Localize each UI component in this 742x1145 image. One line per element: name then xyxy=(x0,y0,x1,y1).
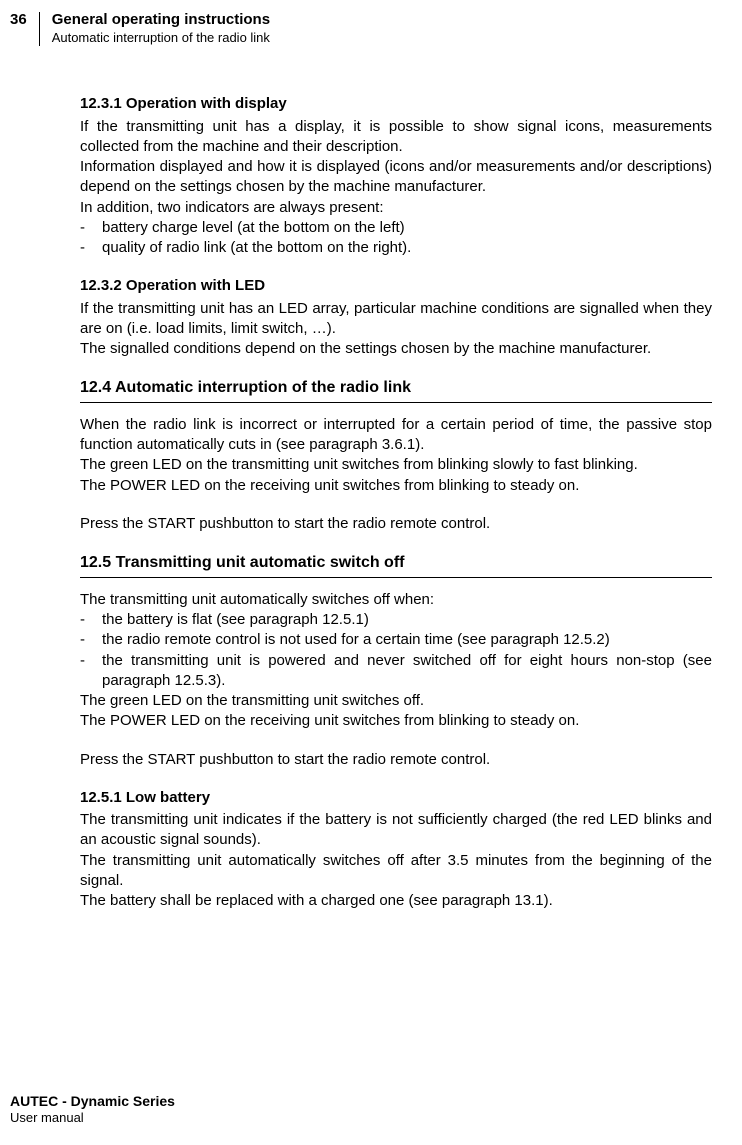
header-text: General operating instructions Automatic… xyxy=(40,10,270,46)
paragraph: The transmitting unit automatically swit… xyxy=(80,590,712,610)
list-text: the transmitting unit is powered and nev… xyxy=(102,651,712,692)
page-header: 36 General operating instructions Automa… xyxy=(0,0,742,54)
paragraph: The transmitting unit automatically swit… xyxy=(80,851,712,892)
paragraph: The green LED on the transmitting unit s… xyxy=(80,455,712,475)
list-bullet: - xyxy=(80,238,102,258)
footer-subtitle: User manual xyxy=(10,1110,175,1127)
list-item: - the radio remote control is not used f… xyxy=(80,630,712,650)
list-text: quality of radio link (at the bottom on … xyxy=(102,238,712,258)
paragraph: The green LED on the transmitting unit s… xyxy=(80,691,712,711)
paragraph: If the transmitting unit has an LED arra… xyxy=(80,299,712,340)
paragraph: The POWER LED on the receiving unit swit… xyxy=(80,476,712,496)
paragraph: The transmitting unit indicates if the b… xyxy=(80,810,712,851)
page-number: 36 xyxy=(0,10,39,30)
list-text: the battery is flat (see paragraph 12.5.… xyxy=(102,610,712,630)
list-item: - battery charge level (at the bottom on… xyxy=(80,218,712,238)
header-subtitle: Automatic interruption of the radio link xyxy=(52,30,270,47)
subsection-heading: 12.5.1 Low battery xyxy=(80,788,712,808)
paragraph: Press the START pushbutton to start the … xyxy=(80,514,712,534)
list-text: battery charge level (at the bottom on t… xyxy=(102,218,712,238)
paragraph: Press the START pushbutton to start the … xyxy=(80,750,712,770)
list-bullet: - xyxy=(80,610,102,630)
list-item: - the battery is flat (see paragraph 12.… xyxy=(80,610,712,630)
list-item: - the transmitting unit is powered and n… xyxy=(80,651,712,692)
section-12-3-1: 12.3.1 Operation with display If the tra… xyxy=(80,94,712,258)
list-item: - quality of radio link (at the bottom o… xyxy=(80,238,712,258)
header-title: General operating instructions xyxy=(52,10,270,30)
subsection-heading: 12.3.2 Operation with LED xyxy=(80,276,712,296)
paragraph: The battery shall be replaced with a cha… xyxy=(80,891,712,911)
list-bullet: - xyxy=(80,218,102,238)
document-content: 12.3.1 Operation with display If the tra… xyxy=(0,54,742,911)
list-text: the radio remote control is not used for… xyxy=(102,630,712,650)
paragraph: When the radio link is incorrect or inte… xyxy=(80,415,712,456)
paragraph: If the transmitting unit has a display, … xyxy=(80,117,712,158)
page-footer: AUTEC - Dynamic Series User manual xyxy=(10,1092,175,1127)
subsection-heading: 12.3.1 Operation with display xyxy=(80,94,712,114)
list-bullet: - xyxy=(80,630,102,650)
paragraph: In addition, two indicators are always p… xyxy=(80,198,712,218)
paragraph: The signalled conditions depend on the s… xyxy=(80,339,712,359)
section-12-3-2: 12.3.2 Operation with LED If the transmi… xyxy=(80,276,712,359)
footer-title: AUTEC - Dynamic Series xyxy=(10,1092,175,1110)
section-heading: 12.4 Automatic interruption of the radio… xyxy=(80,377,712,403)
paragraph: The POWER LED on the receiving unit swit… xyxy=(80,711,712,731)
section-12-5-1: 12.5.1 Low battery The transmitting unit… xyxy=(80,788,712,912)
paragraph: Information displayed and how it is disp… xyxy=(80,157,712,198)
section-heading: 12.5 Transmitting unit automatic switch … xyxy=(80,552,712,578)
list-bullet: - xyxy=(80,651,102,692)
